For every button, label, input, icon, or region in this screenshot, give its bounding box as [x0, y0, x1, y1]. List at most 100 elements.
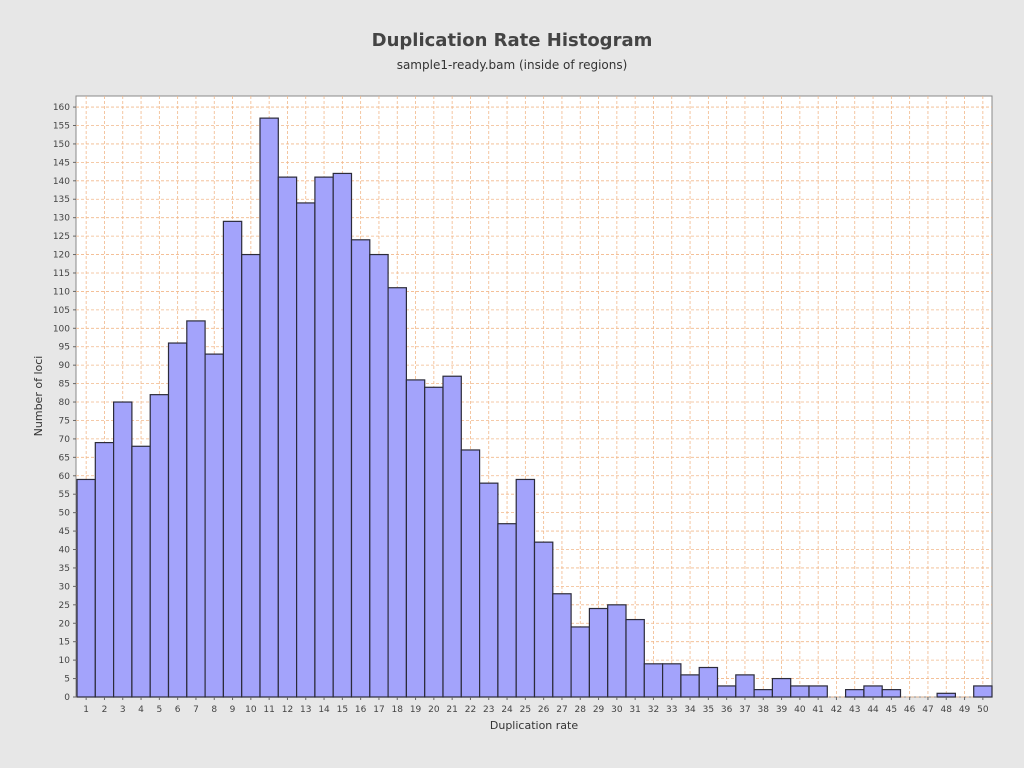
bar-43: [844, 689, 865, 698]
bar-27: [552, 593, 572, 698]
x-tick-label: 3: [120, 705, 126, 715]
y-tick-label: 45: [59, 527, 70, 537]
x-tick-label: 26: [538, 705, 550, 715]
bar-16: [350, 239, 371, 698]
y-tick-label: 115: [53, 269, 70, 279]
x-tick-label: 4: [138, 705, 144, 715]
x-tick-label: 41: [812, 705, 823, 715]
bar-19: [405, 379, 426, 698]
x-tick-label: 29: [593, 705, 605, 715]
x-tick-label: 8: [211, 705, 217, 715]
bar-17: [369, 253, 389, 698]
bar-1: [76, 478, 96, 698]
bar-15: [332, 172, 353, 698]
bar-38: [753, 689, 773, 698]
bar-5: [149, 394, 170, 698]
y-tick-label: 65: [59, 453, 70, 463]
x-tick-label: 34: [684, 705, 696, 715]
x-axis: 1 2 3 4 5 6 7 8 9 10 11 12 13 14 15 16 17 18 19 20 21 22 23 24 2…: [83, 697, 989, 715]
bar-28: [570, 626, 590, 698]
bar-20: [424, 386, 444, 698]
y-tick-label: 145: [53, 158, 70, 168]
y-tick-label: 15: [59, 638, 70, 648]
x-tick-label: 30: [611, 705, 623, 715]
bar-7: [186, 320, 206, 698]
bar-31: [625, 618, 645, 698]
x-tick-label: 48: [941, 705, 953, 715]
y-tick-label: 0: [64, 693, 70, 703]
x-tick-label: 24: [501, 705, 513, 715]
y-tick-label: 75: [59, 416, 70, 426]
bar-48: [936, 692, 956, 698]
chart-subtitle: sample1-ready.bam (inside of regions): [396, 58, 628, 72]
x-tick-label: 20: [428, 705, 440, 715]
bar-24: [497, 523, 517, 698]
y-tick-label: 50: [59, 509, 71, 519]
bar-34: [680, 674, 700, 698]
x-tick-label: 49: [959, 705, 971, 715]
x-tick-label: 17: [373, 705, 384, 715]
y-tick-label: 10: [59, 656, 71, 666]
x-tick-label: 39: [776, 705, 788, 715]
x-tick-label: 32: [648, 705, 659, 715]
x-tick-label: 2: [102, 705, 108, 715]
x-tick-label: 7: [193, 705, 199, 715]
chart-title: Duplication Rate Histogram: [371, 30, 653, 51]
bar-13: [296, 202, 316, 698]
x-tick-label: 40: [794, 705, 806, 715]
bar-9: [222, 220, 243, 698]
y-tick-label: 35: [59, 564, 70, 574]
x-tick-label: 16: [355, 705, 367, 715]
bar-26: [533, 541, 554, 698]
y-tick-label: 80: [59, 398, 71, 408]
bar-30: [607, 604, 627, 698]
x-tick-label: 47: [922, 705, 933, 715]
bar-8: [204, 353, 225, 698]
x-tick-label: 37: [739, 705, 750, 715]
bar-50: [973, 685, 993, 698]
bar-25: [515, 478, 536, 698]
bar-12: [277, 176, 298, 698]
bar-41: [808, 685, 828, 698]
x-tick-label: 43: [849, 705, 860, 715]
y-axis-title: Number of loci: [32, 356, 45, 437]
bar-29: [588, 607, 609, 698]
y-tick-label: 5: [64, 675, 70, 685]
x-tick-label: 23: [483, 705, 494, 715]
x-tick-label: 14: [318, 705, 330, 715]
x-axis-title: Duplication rate: [490, 719, 578, 732]
y-tick-label: 135: [53, 195, 70, 205]
x-tick-label: 33: [666, 705, 677, 715]
x-tick-label: 22: [465, 705, 476, 715]
x-tick-label: 6: [175, 705, 181, 715]
x-tick-label: 5: [156, 705, 162, 715]
x-tick-label: 10: [245, 705, 257, 715]
x-tick-label: 1: [83, 705, 89, 715]
x-tick-label: 9: [230, 705, 236, 715]
x-tick-label: 38: [758, 705, 770, 715]
y-tick-label: 155: [53, 121, 70, 131]
y-tick-label: 85: [59, 380, 70, 390]
y-tick-label: 30: [59, 582, 71, 592]
bar-6: [167, 342, 188, 698]
x-tick-label: 42: [831, 705, 842, 715]
x-tick-label: 35: [703, 705, 714, 715]
bar-4: [131, 445, 151, 698]
x-tick-label: 45: [886, 705, 897, 715]
bar-21: [442, 375, 462, 698]
y-tick-label: 40: [59, 546, 71, 556]
bar-44: [863, 685, 883, 698]
x-tick-label: 36: [721, 705, 733, 715]
bar-14: [314, 176, 334, 698]
x-tick-label: 50: [977, 705, 989, 715]
x-tick-label: 18: [392, 705, 404, 715]
x-tick-label: 31: [629, 705, 640, 715]
y-tick-label: 125: [53, 232, 70, 242]
bar-40: [790, 685, 810, 698]
y-tick-label: 110: [53, 287, 70, 297]
y-tick-label: 60: [59, 472, 71, 482]
x-tick-label: 46: [904, 705, 916, 715]
bar-11: [259, 117, 279, 698]
y-tick-label: 140: [53, 177, 70, 187]
